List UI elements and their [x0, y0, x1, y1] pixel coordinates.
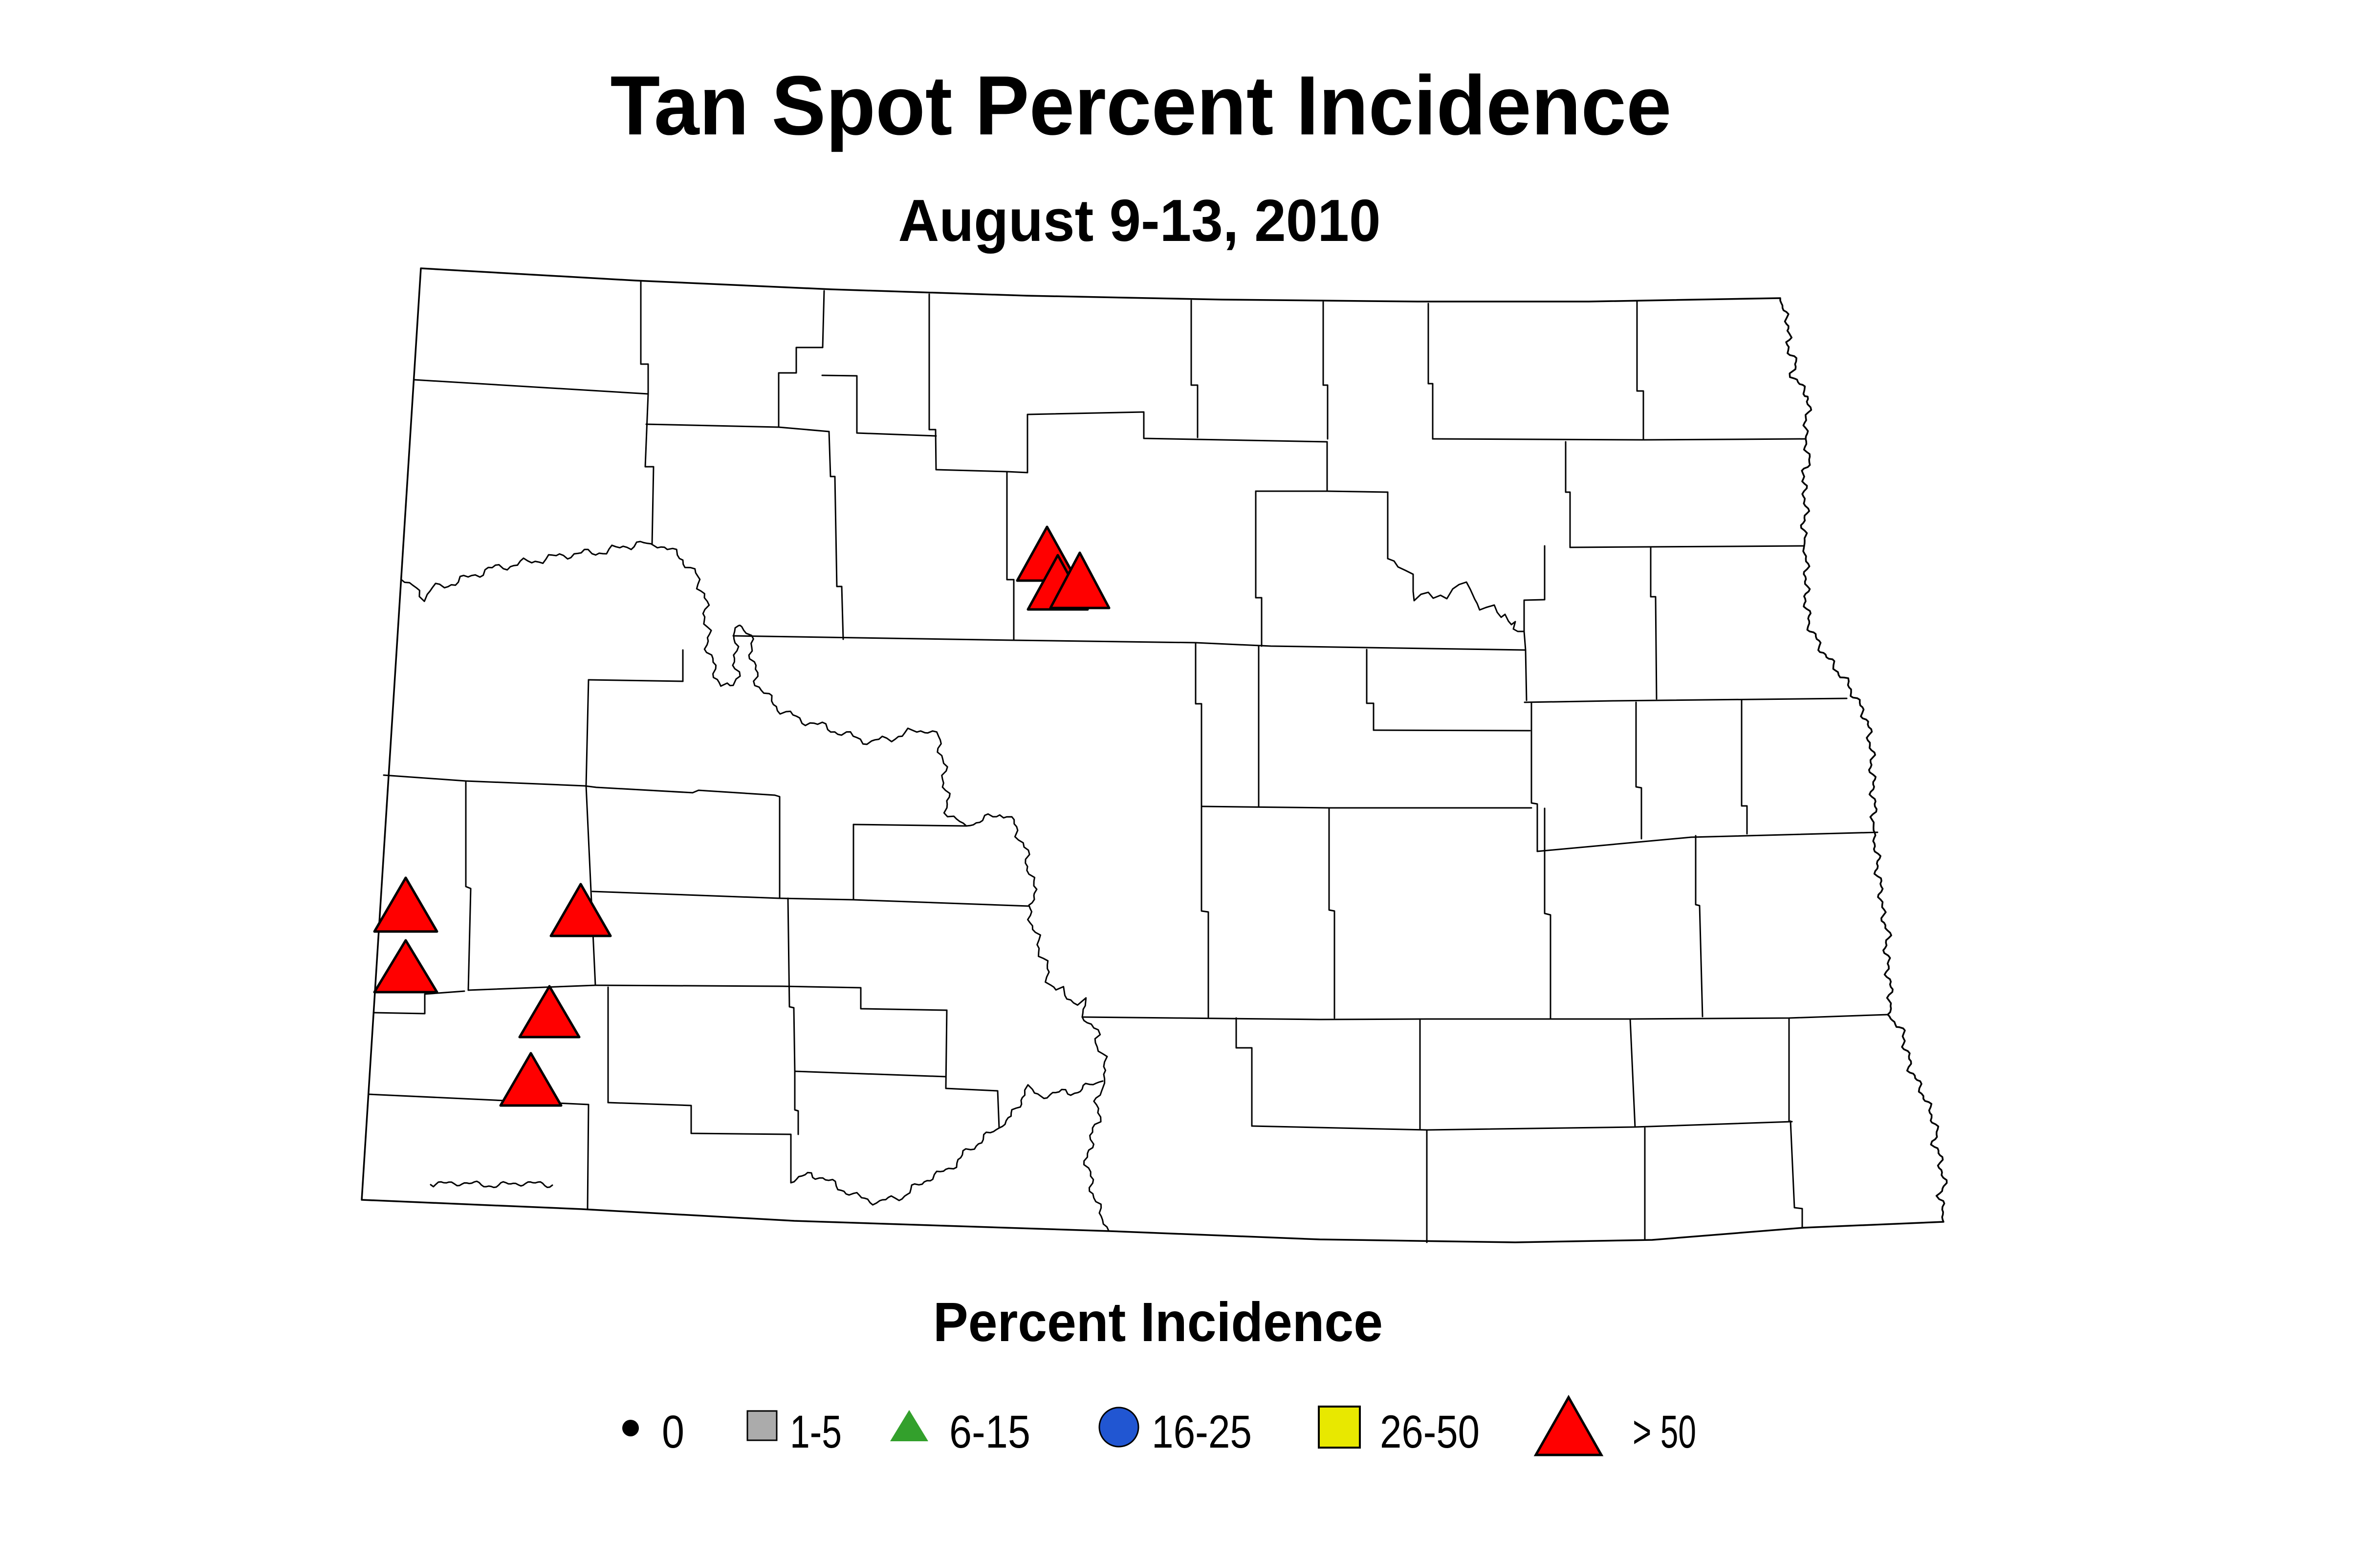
svg-text:16-25: 16-25 [1152, 1406, 1252, 1458]
svg-text:0: 0 [662, 1406, 684, 1458]
svg-text:26-50: 26-50 [1380, 1406, 1480, 1458]
svg-text:6-15: 6-15 [949, 1406, 1030, 1458]
svg-text:1-5: 1-5 [790, 1406, 842, 1458]
svg-text:> 50: > 50 [1633, 1406, 1696, 1458]
svg-text:Tan Spot Percent Incidence: Tan Spot Percent Incidence [611, 59, 1672, 152]
svg-text:August 9-13, 2010: August 9-13, 2010 [898, 187, 1381, 254]
svg-text:Percent Incidence: Percent Incidence [933, 1291, 1383, 1353]
